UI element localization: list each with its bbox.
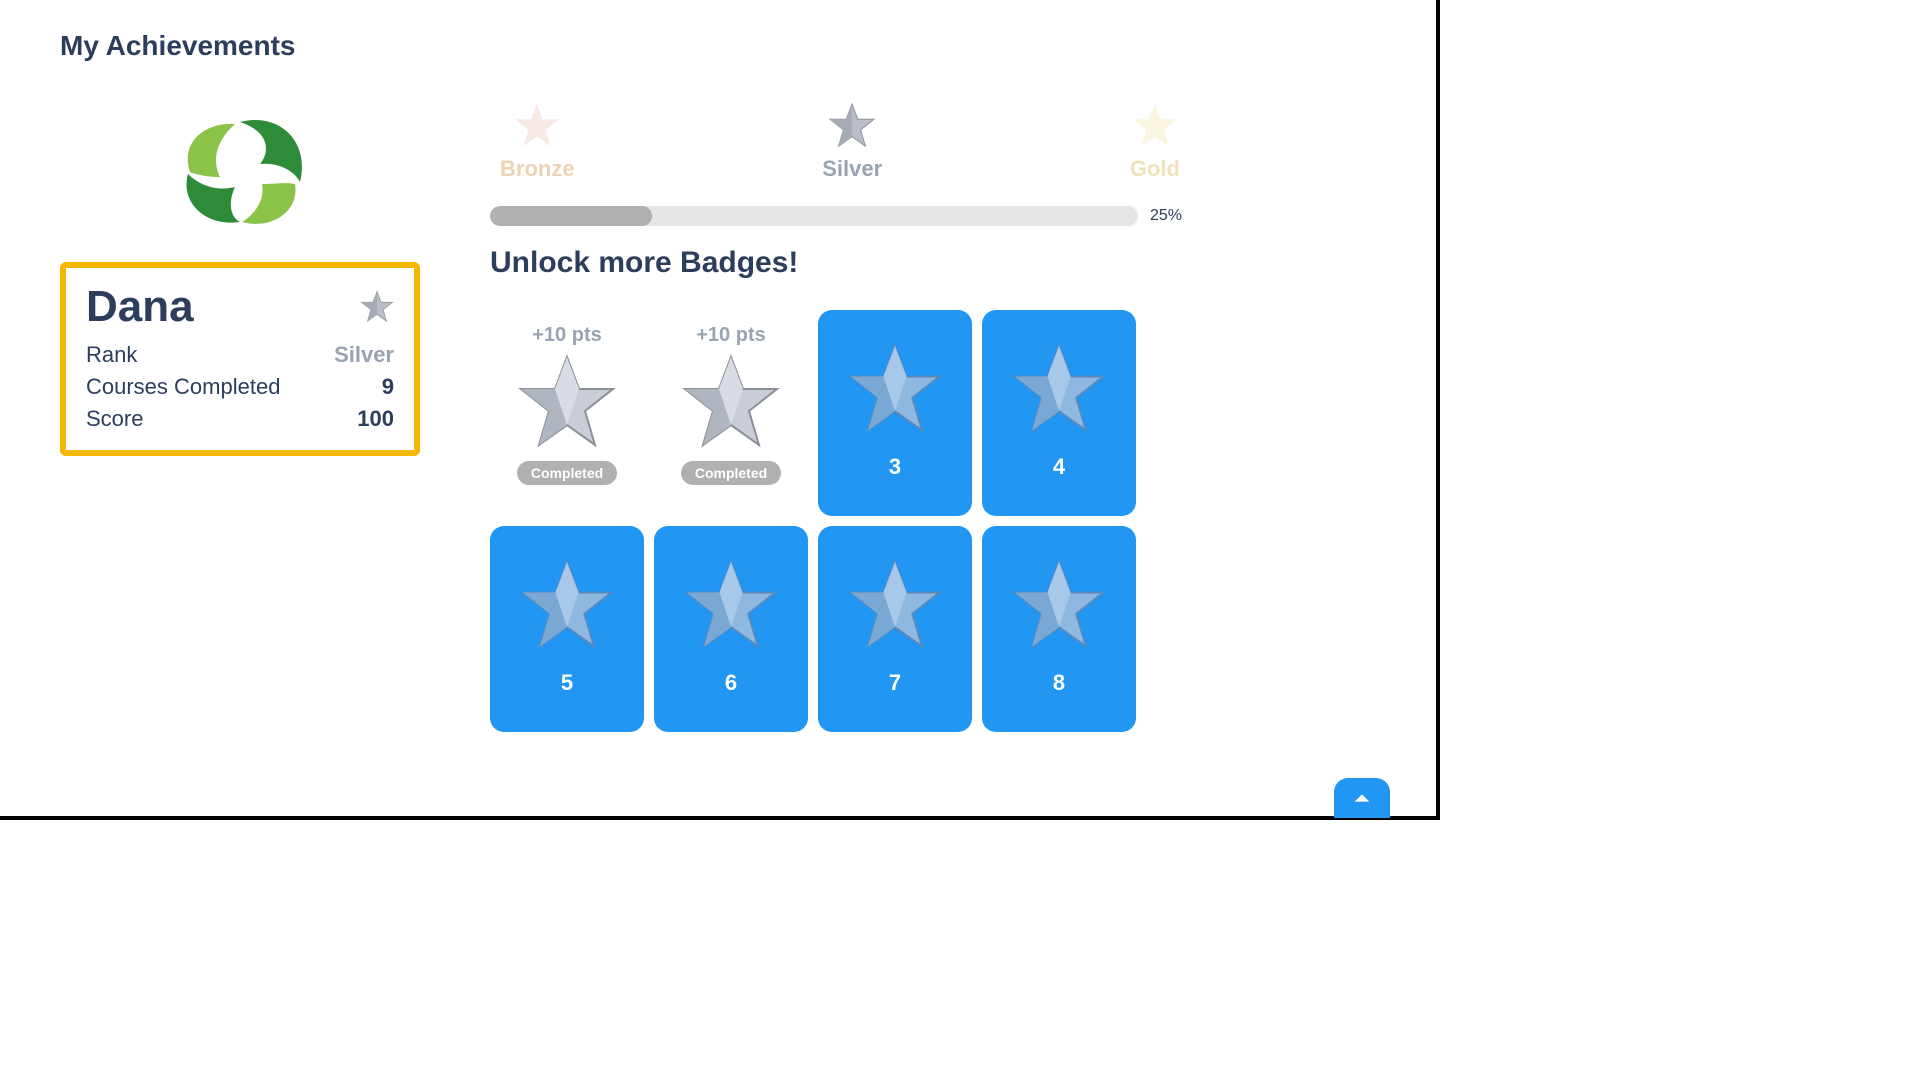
progress-column: Bronze Silver Gold — [490, 102, 1190, 732]
badge-card-6[interactable]: 6 — [654, 526, 808, 732]
tier-gold: Gold — [1130, 102, 1180, 182]
badge-star-icon — [683, 558, 779, 654]
progress-wrap: 25% — [490, 206, 1190, 226]
badge-star-icon — [847, 342, 943, 438]
profile-name: Dana — [86, 282, 194, 332]
silver-star-icon — [828, 102, 876, 150]
stat-score-value: 100 — [357, 406, 394, 432]
profile-header: Dana — [86, 282, 394, 332]
unlock-badges-title: Unlock more Badges! — [490, 246, 1190, 280]
stat-courses: Courses Completed 9 — [86, 374, 394, 400]
badge-card-7[interactable]: 7 — [818, 526, 972, 732]
stat-rank-value: Silver — [334, 342, 394, 368]
avatar-wrap — [60, 102, 420, 242]
badge-card-4[interactable]: 4 — [982, 310, 1136, 516]
badge-number: 3 — [889, 454, 901, 480]
content-row: Dana Rank Silver Courses Completed 9 Sco… — [60, 102, 1376, 732]
profile-card: Dana Rank Silver Courses Completed 9 Sco… — [60, 262, 420, 456]
badge-number: 5 — [561, 670, 573, 696]
badge-star-icon — [519, 558, 615, 654]
page-title: My Achievements — [60, 30, 1376, 62]
tier-gold-label: Gold — [1130, 156, 1180, 182]
profile-column: Dana Rank Silver Courses Completed 9 Sco… — [60, 102, 420, 732]
badge-points-label: +10 pts — [696, 324, 765, 347]
badge-star-icon — [1011, 342, 1107, 438]
badge-number: 8 — [1053, 670, 1065, 696]
tier-silver-label: Silver — [822, 156, 882, 182]
chevron-up-icon — [1351, 787, 1373, 809]
gold-star-icon — [1131, 102, 1179, 150]
scroll-top-button[interactable] — [1334, 778, 1390, 818]
stat-score-label: Score — [86, 406, 143, 432]
tier-row: Bronze Silver Gold — [490, 102, 1190, 182]
stat-score: Score 100 — [86, 406, 394, 432]
achievements-page: My Achievements Dana — [0, 0, 1440, 820]
badge-card-3[interactable]: 3 — [818, 310, 972, 516]
badge-star-icon — [847, 558, 943, 654]
bronze-star-icon — [513, 102, 561, 150]
stat-courses-value: 9 — [382, 374, 394, 400]
tier-bronze: Bronze — [500, 102, 575, 182]
badge-star-icon — [681, 353, 781, 453]
badge-card-1[interactable]: +10 pts Completed — [490, 310, 644, 516]
tier-silver: Silver — [822, 102, 882, 182]
badge-card-2[interactable]: +10 pts Completed — [654, 310, 808, 516]
progress-bar — [490, 206, 1138, 226]
stat-rank: Rank Silver — [86, 342, 394, 368]
badge-number: 6 — [725, 670, 737, 696]
stat-courses-label: Courses Completed — [86, 374, 280, 400]
badge-points-label: +10 pts — [532, 324, 601, 347]
badges-grid: +10 pts Completed+10 pts Completed 3 4 5… — [490, 310, 1190, 732]
badge-star-icon — [517, 353, 617, 453]
progress-percent: 25% — [1150, 207, 1190, 225]
badge-completed-pill: Completed — [681, 461, 781, 485]
avatar-logo — [150, 102, 330, 242]
rank-star-icon — [360, 290, 394, 324]
badge-completed-pill: Completed — [517, 461, 617, 485]
badge-star-icon — [1011, 558, 1107, 654]
badge-card-5[interactable]: 5 — [490, 526, 644, 732]
badge-number: 4 — [1053, 454, 1065, 480]
badge-card-8[interactable]: 8 — [982, 526, 1136, 732]
stat-rank-label: Rank — [86, 342, 137, 368]
badge-number: 7 — [889, 670, 901, 696]
tier-bronze-label: Bronze — [500, 156, 575, 182]
progress-fill — [490, 206, 652, 226]
